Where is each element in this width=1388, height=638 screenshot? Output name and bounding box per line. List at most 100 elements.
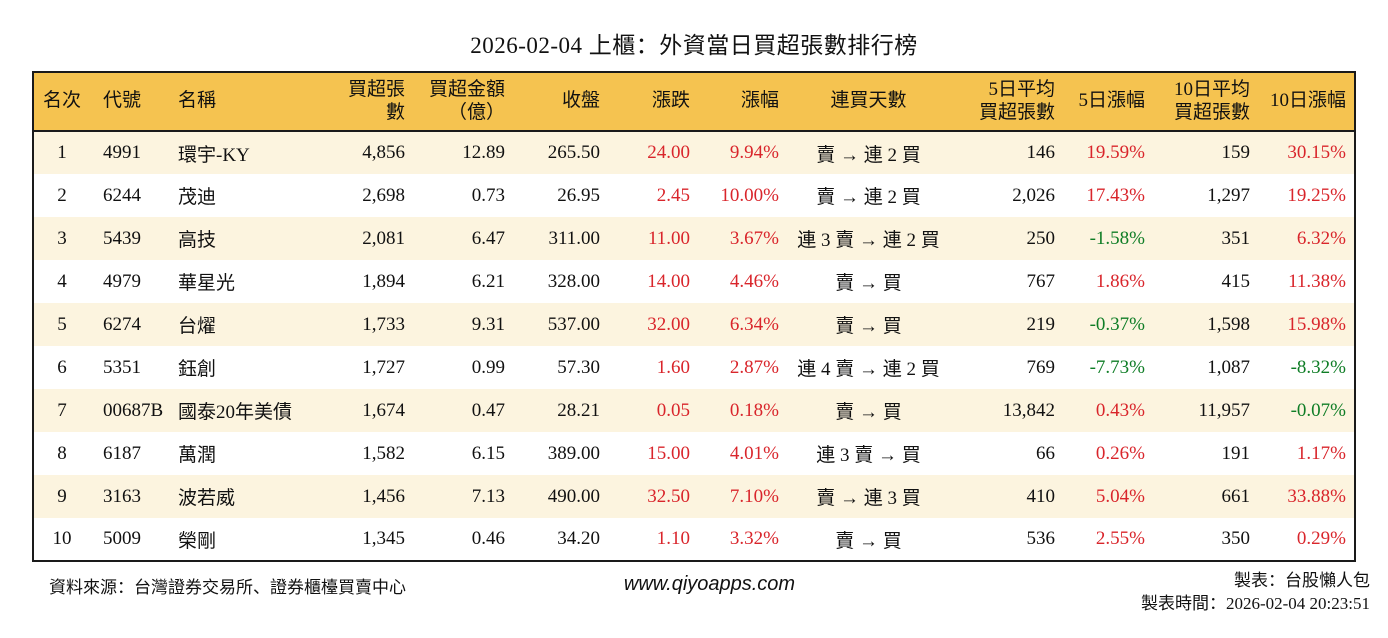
- table-cell: 34.20: [557, 528, 600, 549]
- table-cell: -0.37%: [1089, 313, 1145, 335]
- table-cell: -1.58%: [1089, 227, 1145, 249]
- table-cell: 1,582: [362, 442, 405, 464]
- table-cell: 311.00: [548, 227, 600, 249]
- table-cell: 1.86%: [1095, 270, 1145, 292]
- table-cell: 賣 → 連 2 買: [816, 144, 921, 166]
- table-cell: 66: [1036, 442, 1055, 464]
- table-cell: 4991: [103, 142, 141, 163]
- table-cell: 國泰20年美債: [178, 402, 293, 423]
- website-url: www.qiyoapps.com: [623, 573, 796, 595]
- table-cell: 15.98%: [1287, 313, 1346, 335]
- table-cell: 1.10: [656, 528, 690, 549]
- table-cell: 1.17%: [1296, 442, 1346, 464]
- table-cell: 連 3 賣 → 連 2 買: [797, 230, 940, 251]
- table-cell: 10: [52, 528, 72, 549]
- table-cell: 榮剛: [178, 530, 217, 552]
- table-cell: 9.94%: [729, 142, 779, 163]
- table-cell: 3163: [103, 485, 141, 507]
- created-time-label: 製表時間：2026-02-04 20:23:51: [1140, 593, 1370, 613]
- table-cell: 高技: [178, 230, 217, 251]
- table-cell: 5439: [103, 227, 141, 249]
- table-row: 5 6274 台燿 1,733 9.31 537.00 32.00 6.34% 賣 → 買 219…: [33, 303, 1355, 346]
- table-cell: 10.00%: [720, 184, 779, 206]
- table-cell: 7: [57, 399, 67, 421]
- table-cell: 13,842: [1002, 399, 1055, 421]
- table-cell: 2,081: [362, 227, 405, 249]
- table-cell: 5.04%: [1095, 485, 1145, 507]
- table-cell: 30.15%: [1287, 142, 1346, 163]
- table-cell: 1,674: [362, 399, 405, 421]
- table-cell: 4979: [103, 270, 141, 292]
- table-row: 9 3163 波若威 1,456 7.13 490.00 32.50 7.10% 賣 → 連 3…: [33, 475, 1355, 518]
- table-cell: 389.00: [547, 442, 600, 464]
- table-cell: 328.00: [547, 270, 600, 292]
- column-header-7: 漲幅: [698, 72, 787, 132]
- table-cell: 4.46%: [729, 270, 779, 292]
- table-cell: 415: [1221, 270, 1251, 292]
- table-cell: 1,345: [362, 528, 405, 549]
- column-header-12: 10日漲幅: [1258, 72, 1355, 132]
- table-body: 1 4991 環宇-KY 4,856 12.89 265.50 24.00 9.94% 賣 → …: [33, 131, 1355, 561]
- table-cell: 159: [1221, 142, 1251, 163]
- table-cell: 賣 → 買: [835, 402, 902, 423]
- table-cell: 0.99: [471, 356, 505, 378]
- column-header-2: 名稱: [165, 72, 330, 132]
- table-cell: 環宇-KY: [178, 144, 250, 166]
- table-cell: 4,856: [362, 142, 405, 163]
- column-header-8: 連買天數: [787, 72, 950, 132]
- table-cell: -0.07%: [1290, 399, 1346, 421]
- table-cell: 1,297: [1207, 184, 1250, 206]
- table-cell: 146: [1026, 142, 1056, 163]
- table-cell: 14.00: [647, 270, 690, 292]
- table-cell: 1,727: [362, 356, 405, 378]
- table-cell: 茂迪: [178, 187, 217, 208]
- table-cell: 250: [1026, 227, 1056, 249]
- report-page: 2026-02-04 上櫃：外資當日買超張數排行榜 名次 代號 名稱 買超張數 買超金額…: [0, 26, 1388, 616]
- table-cell: 5: [57, 313, 67, 335]
- creator-label: 製表：台股懶人包: [1234, 571, 1370, 590]
- table-cell: 4: [57, 270, 67, 292]
- table-cell: 連 3 賣 → 買: [816, 445, 921, 466]
- table-cell: 11.00: [647, 227, 690, 249]
- table-cell: -8.32%: [1290, 356, 1346, 378]
- data-source-label: 資料來源：台灣證券交易所、證券櫃檯買賣中心: [49, 578, 406, 597]
- table-cell: 1,598: [1207, 313, 1250, 335]
- table-cell: 0.73: [471, 184, 505, 206]
- table-cell: 賣 → 連 2 買: [816, 187, 921, 208]
- table-cell: 15.00: [647, 442, 690, 464]
- table-cell: 鈺創: [178, 359, 217, 380]
- table-cell: 2,698: [362, 184, 405, 206]
- table-cell: 0.05: [656, 399, 690, 421]
- table-cell: 1,087: [1207, 356, 1250, 378]
- table-cell: 490.00: [547, 485, 600, 507]
- table-cell: 0.29%: [1296, 528, 1346, 549]
- table-cell: 0.46: [471, 528, 505, 549]
- table-cell: 4.01%: [729, 442, 779, 464]
- table-cell: 661: [1221, 485, 1251, 507]
- table-cell: 2.45: [656, 184, 690, 206]
- column-header-1: 代號: [90, 72, 165, 132]
- table-cell: 6187: [103, 442, 141, 464]
- table-cell: 0.18%: [729, 399, 779, 421]
- table-cell: 00687B: [103, 399, 164, 421]
- table-cell: 536: [1026, 528, 1056, 549]
- table-cell: 6.15: [471, 442, 505, 464]
- table-cell: 219: [1026, 313, 1056, 335]
- table-cell: 537.00: [547, 313, 600, 335]
- table-cell: 8: [57, 442, 67, 464]
- table-cell: 32.00: [647, 313, 690, 335]
- column-header-0: 名次: [33, 72, 90, 132]
- table-cell: 6.34%: [729, 313, 779, 335]
- table-cell: 波若威: [178, 488, 236, 509]
- table-cell: 6.32%: [1296, 227, 1346, 249]
- table-cell: 0.26%: [1095, 442, 1145, 464]
- table-row: 8 6187 萬潤 1,582 6.15 389.00 15.00 4.01% 連 3 賣 → …: [33, 432, 1355, 475]
- table-cell: 33.88%: [1287, 485, 1346, 507]
- table-cell: 265.50: [547, 142, 600, 163]
- table-cell: 萬潤: [178, 445, 217, 466]
- table-row: 2 6244 茂迪 2,698 0.73 26.95 2.45 10.00% 賣 → 連 2 買…: [33, 174, 1355, 217]
- table-cell: 3: [57, 227, 67, 249]
- table-cell: 9: [57, 485, 67, 507]
- table-cell: 連 4 賣 → 連 2 買: [797, 359, 940, 380]
- credits-block: 製表：台股懶人包 製表時間：2026-02-04 20:23:51: [795, 570, 1372, 616]
